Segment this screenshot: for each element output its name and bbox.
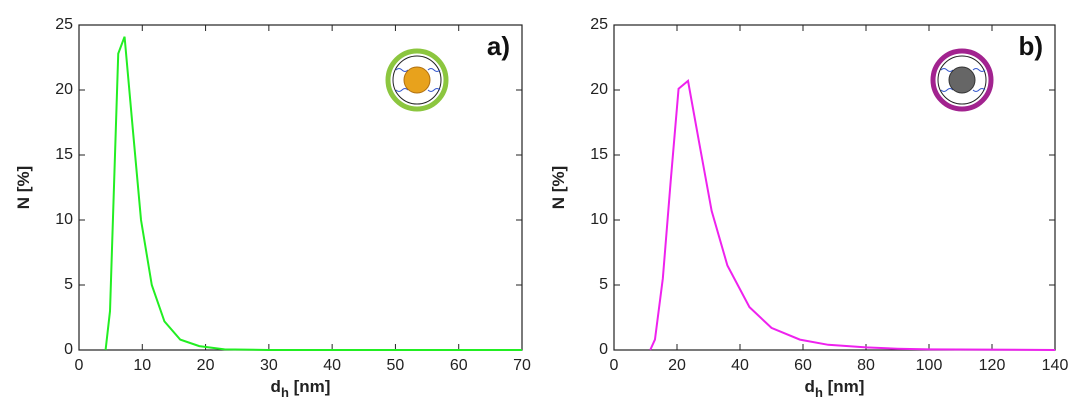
x-axis-label-part: h bbox=[815, 385, 823, 400]
y-tick-label: 20 bbox=[55, 81, 73, 98]
x-axis-label-part: h bbox=[281, 385, 289, 400]
icon-b bbox=[930, 48, 994, 112]
x-tick-label: 0 bbox=[75, 357, 84, 374]
y-tick-label: 25 bbox=[55, 16, 73, 33]
x-tick-label: 60 bbox=[450, 357, 468, 374]
x-axis-label-part: [nm] bbox=[289, 377, 331, 396]
plot-frame bbox=[613, 24, 1056, 351]
x-tick-label: 70 bbox=[513, 357, 531, 374]
icon-core bbox=[403, 66, 431, 94]
panel: 0 10 20 30 40 50 60 70 0 5 10 15 20 25 N [%] dh [nm] a) bbox=[14, 16, 531, 400]
x-tick-label: 50 bbox=[387, 357, 405, 374]
y-tick-label: 25 bbox=[590, 16, 608, 33]
x-axis-label-part: [nm] bbox=[823, 377, 865, 396]
data-line bbox=[649, 79, 1056, 351]
y-tick-label: 5 bbox=[64, 276, 73, 293]
data-line bbox=[104, 36, 522, 351]
x-tick-label: 40 bbox=[731, 357, 749, 374]
y-axis-label: N [%] bbox=[549, 166, 568, 209]
y-tick-label: 20 bbox=[590, 81, 608, 98]
x-tick-label: 140 bbox=[1042, 357, 1069, 374]
x-axis-label-part: d bbox=[271, 377, 281, 396]
panel: 0 20 40 60 80 100 120 140 0 5 10 15 20 25 N [%] dh [nm]… bbox=[549, 16, 1068, 400]
x-tick-label: 60 bbox=[794, 357, 812, 374]
y-tick-label: 0 bbox=[64, 341, 73, 358]
x-axis-label-part: d bbox=[805, 377, 815, 396]
y-tick-label: 10 bbox=[55, 211, 73, 228]
x-tick-label: 120 bbox=[979, 357, 1006, 374]
x-tick-label: 10 bbox=[133, 357, 151, 374]
panel-annotation: a) bbox=[487, 31, 510, 61]
y-axis-label: N [%] bbox=[14, 166, 33, 209]
x-tick-label: 40 bbox=[323, 357, 341, 374]
x-tick-label: 100 bbox=[916, 357, 943, 374]
icon-shell bbox=[937, 55, 987, 105]
y-tick-label: 15 bbox=[55, 146, 73, 163]
x-axis-label: dh [nm] bbox=[805, 377, 865, 400]
y-tick-label: 10 bbox=[590, 211, 608, 228]
x-tick-label: 0 bbox=[610, 357, 619, 374]
x-axis-label: dh [nm] bbox=[271, 377, 331, 400]
y-tick-label: 5 bbox=[599, 276, 608, 293]
y-tick-label: 15 bbox=[590, 146, 608, 163]
panel-annotation: b) bbox=[1018, 31, 1043, 61]
x-tick-label: 20 bbox=[197, 357, 215, 374]
x-tick-label: 20 bbox=[668, 357, 686, 374]
icon-shell bbox=[392, 55, 442, 105]
x-tick-label: 80 bbox=[857, 357, 875, 374]
icon-a bbox=[385, 48, 449, 112]
icon-ligands bbox=[940, 68, 986, 92]
icon-ligands bbox=[395, 68, 441, 92]
y-tick-label: 0 bbox=[599, 341, 608, 358]
plot-frame bbox=[78, 24, 523, 351]
icon-core bbox=[948, 66, 976, 94]
x-tick-label: 30 bbox=[260, 357, 278, 374]
